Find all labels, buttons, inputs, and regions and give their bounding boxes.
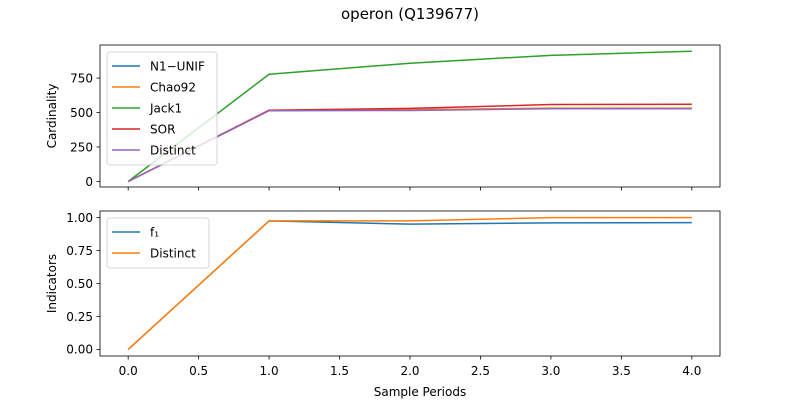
legend-label: Jack1 bbox=[149, 102, 182, 116]
y-tick-label: 0.50 bbox=[66, 277, 93, 291]
series-line-1-0 bbox=[127, 220, 692, 350]
x-tick-label: 0.5 bbox=[189, 364, 208, 378]
figure-title: operon (Q139677) bbox=[341, 5, 479, 23]
indicators-panel: 0.0 0.5 1.0 1.5 2.0 2.5 3.0 3.5 4.0 0.00 0.25 0.50 0… bbox=[45, 210, 721, 399]
legend-label: f₁ bbox=[150, 226, 159, 240]
y-tick-label: 750 bbox=[70, 71, 93, 85]
legend-label: SOR bbox=[150, 123, 175, 137]
y-tick-label: 500 bbox=[70, 106, 93, 120]
legend-label: Distinct bbox=[150, 144, 196, 158]
legend-box bbox=[106, 217, 210, 269]
x-axis-label: Sample Periods bbox=[374, 385, 466, 399]
series-line-0-2 bbox=[127, 50, 692, 183]
y-axis-label: Indicators bbox=[45, 254, 59, 313]
x-tick-label: 3.5 bbox=[612, 364, 631, 378]
x-tick-label: 1.5 bbox=[330, 364, 349, 378]
legend-label: N1−UNIF bbox=[150, 60, 205, 74]
legend: N1−UNIF Chao92 Jack1 SOR Distinct bbox=[106, 51, 218, 166]
x-tick-label: 4.0 bbox=[682, 364, 701, 378]
x-tick-label: 3.0 bbox=[541, 364, 560, 378]
x-tick-label: 0.0 bbox=[119, 364, 138, 378]
legend-box bbox=[106, 51, 218, 166]
x-tick-label: 1.0 bbox=[260, 364, 279, 378]
series-line-1-1 bbox=[127, 216, 692, 350]
x-tick-label: 2.0 bbox=[400, 364, 419, 378]
y-tick-label: 0.00 bbox=[66, 343, 93, 357]
legend-label: Distinct bbox=[150, 247, 196, 261]
y-axis-label: Cardinality bbox=[45, 84, 59, 149]
y-tick-label: 0.25 bbox=[66, 310, 93, 324]
legend: f₁ Distinct bbox=[106, 217, 210, 269]
legend-label: Chao92 bbox=[150, 81, 196, 95]
series-line-0-4 bbox=[127, 107, 692, 183]
y-tick-label: 0 bbox=[85, 175, 93, 189]
cardinality-panel: 0 250 500 750 Cardinality N1−UNIF Chao92 Jack1 S… bbox=[45, 44, 721, 191]
x-tick-label: 2.5 bbox=[471, 364, 490, 378]
y-tick-label: 250 bbox=[70, 140, 93, 154]
y-tick-label: 0.75 bbox=[66, 244, 93, 258]
y-tick-label: 1.00 bbox=[66, 211, 93, 225]
